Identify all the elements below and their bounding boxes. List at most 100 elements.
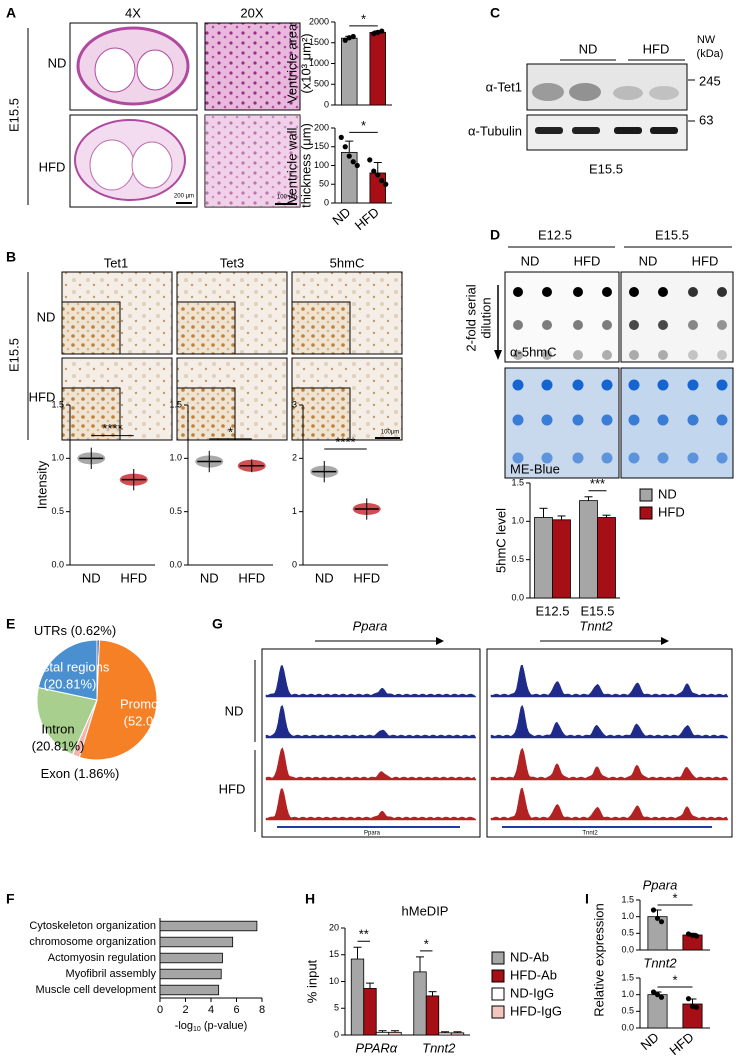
dot [658,350,668,360]
bar [363,988,377,1036]
arrow-head [436,637,444,645]
band [569,83,601,101]
data-point [383,181,389,187]
panel-letter: H [305,891,315,907]
bar [159,984,220,996]
legend-label: HFD-Ab [510,967,557,982]
data-point [685,931,692,937]
data-point [350,33,356,40]
pie-slice [37,639,98,701]
gene-label: Ppara [353,618,388,633]
x-tick-label: HFD [667,1029,697,1058]
dot [541,414,553,426]
dot [687,414,699,426]
bar [159,952,223,964]
dot [687,452,699,464]
dot-blot-panel: E12.5 E15.5 ND HFD ND HFD 2-fold serial … [463,227,734,479]
bar [597,517,616,599]
dot [629,350,639,360]
pie-label: Exon (1.86%) [41,766,120,781]
dot [573,320,583,330]
band [614,127,642,134]
blot [620,271,734,363]
data-point [658,994,665,1000]
group-label: ND [579,41,598,56]
dot [602,350,612,360]
band [613,86,643,100]
y-tick-label: 0.0 [511,592,524,602]
legend-swatch [639,506,653,520]
tissue [94,47,136,93]
y-tick-label: 1 [292,506,297,516]
y-tick-label: 100 [314,160,329,170]
panel-letter: G [212,616,223,632]
scale-label: 100 μm [277,195,297,201]
legend-label: ND-IgG [510,985,554,1000]
band [535,127,563,134]
significance-label: * [672,972,677,987]
y-tick-label: 0.0 [169,559,182,569]
dot [628,452,640,464]
data-point [650,989,657,995]
y-tick-label: 1.5 [621,894,634,904]
axis-label: dilution [478,297,493,338]
dots [512,287,728,464]
chart-title: hMeDIP [402,903,449,918]
dot [657,452,669,464]
band [650,127,678,134]
y-tick-label: 1500 [309,37,329,47]
stage-label: E15.5 [6,338,21,372]
ihc-images [61,271,403,441]
significance-label: *** [590,476,605,491]
x-axis-label-part: -log [175,1020,193,1032]
group-label: ND [639,253,658,268]
y-tick-label: 1.0 [621,989,634,999]
x-tick-label: ND [315,570,334,585]
significance-label: * [424,936,429,951]
stage-label: E15.5 [6,98,21,132]
inset [61,301,121,355]
gene-label: Tnnt2 [579,618,613,633]
row-label: ND [225,703,244,718]
x-tick-label: ND [200,570,219,585]
pie-value: (52.02%) [124,713,177,728]
data-point [342,144,348,150]
dot [513,320,523,330]
dot [572,379,584,391]
group-label: HFD [574,253,601,268]
panel-letter: C [490,5,500,21]
histology-panel: 4X 20X E15.5 ND HFD 200 μm 100 μm [6,5,301,208]
dot [658,320,668,330]
legend-swatch [491,1005,505,1019]
panel-letter: I [585,891,589,907]
y-tick-label: 1.5 [169,399,182,409]
dot [573,350,583,360]
significance-label: * [361,11,366,26]
data-point [338,134,344,140]
y-tick-label: 0.5 [51,506,64,516]
data-point [379,28,385,34]
bar [534,517,553,599]
bar [159,968,222,980]
inset [176,387,236,441]
x-tick-label: HFD [352,204,382,233]
y-tick-label: 0.5 [169,506,182,516]
y-tick-label: 1.0 [511,516,524,526]
x-axis-label-part: (p-value) [201,1020,247,1032]
dot [629,320,639,330]
significance-label: * [361,118,366,133]
y-tick-label: 1.5 [621,972,634,982]
dot [572,452,584,464]
data-point [350,159,356,165]
y-tick-label: 0 [334,1029,339,1039]
y-tick-label: 0 [292,559,297,569]
panel-letter: E [6,616,15,632]
pie-category: Distal regions [31,659,110,674]
track [265,788,477,821]
group-label: HFD [643,41,670,56]
gene-model-label: Ppara [364,831,381,837]
dot [512,414,524,426]
bar [579,500,598,599]
dot [542,320,552,330]
